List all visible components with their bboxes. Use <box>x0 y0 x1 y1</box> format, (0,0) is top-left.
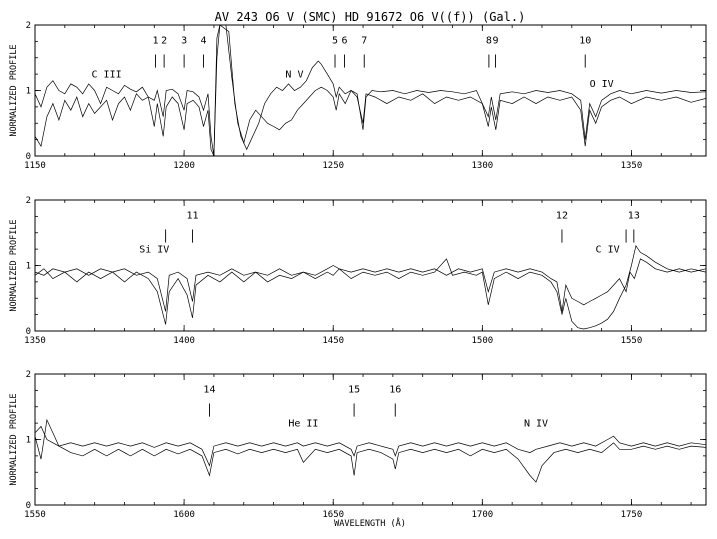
y-tick-label: 2 <box>26 21 31 31</box>
x-tick-label: 1250 <box>322 161 344 171</box>
ion-annotation: C III <box>92 69 122 80</box>
x-tick-label: 1650 <box>322 510 344 520</box>
x-tick-label: 1350 <box>621 161 643 171</box>
plot-frame <box>34 199 707 332</box>
y-tick-label: 0 <box>26 501 31 511</box>
spectrum-series-2 <box>35 244 706 330</box>
line-marker-label: 8 <box>486 35 492 46</box>
y-tick-label: 1 <box>26 87 31 97</box>
x-tick-label: 1400 <box>173 336 195 346</box>
line-marker-label: 9 <box>492 35 498 46</box>
x-tick-label: 1300 <box>471 161 493 171</box>
x-tick-label: 1450 <box>322 336 344 346</box>
spectrum-series-2 <box>35 25 706 156</box>
y-axis-label: NORMALIZED PROFILE <box>9 44 19 136</box>
ion-annotation: Si IV <box>139 244 169 255</box>
panel-1: NORMALIZED PROFILE 1150 1200 1250 1300 1350 0 1… <box>9 21 707 171</box>
y-tick-label: 2 <box>26 370 31 380</box>
ion-annotation: N IV <box>524 418 548 429</box>
line-marker-label: 16 <box>389 384 401 395</box>
line-marker-label: 6 <box>342 35 348 46</box>
x-tick-label: 1500 <box>471 336 493 346</box>
y-tick-label: 1 <box>26 436 31 446</box>
plot-frame <box>34 373 707 506</box>
ion-annotation: N V <box>285 69 303 80</box>
y-axis-label: NORMALIZED PROFILE <box>9 219 19 311</box>
panel-2: NORMALIZED PROFILE 1350 1400 1450 1500 1550 0 1… <box>9 196 707 346</box>
line-marker-label: 13 <box>628 210 640 221</box>
line-marker-label: 3 <box>181 35 187 46</box>
line-marker-label: 5 <box>332 35 338 46</box>
ion-annotation: He II <box>288 418 318 429</box>
x-tick-label: 1700 <box>471 510 493 520</box>
line-marker-label: 14 <box>203 384 215 395</box>
spectrum-series-2 <box>35 418 706 483</box>
line-marker-label: 15 <box>348 384 360 395</box>
y-tick-label: 1 <box>26 262 31 272</box>
y-tick-label: 0 <box>26 327 31 337</box>
y-tick-label: 2 <box>26 196 31 206</box>
line-marker-label: 4 <box>200 35 206 46</box>
line-marker-label: 10 <box>579 35 591 46</box>
ion-annotation: C IV <box>596 244 620 255</box>
line-marker-label: 1 <box>152 35 158 46</box>
line-marker-label: 11 <box>186 210 198 221</box>
x-tick-label: 1550 <box>621 336 643 346</box>
spectrum-series-1 <box>35 425 706 467</box>
figure-title: AV 243 O6 V (SMC) HD 91672 O6 V((f)) (Ga… <box>215 10 526 24</box>
x-tick-label: 1350 <box>24 336 46 346</box>
y-tick-label: 0 <box>26 152 31 162</box>
ion-annotation: O IV <box>590 79 614 90</box>
y-axis-label: NORMALIZED PROFILE <box>9 393 19 485</box>
x-tick-label: 1150 <box>24 161 46 171</box>
x-tick-label: 1600 <box>173 510 195 520</box>
x-tick-label: 1200 <box>173 161 195 171</box>
spectrum-series-1 <box>35 25 706 156</box>
x-tick-label: 1750 <box>621 510 643 520</box>
x-tick-label: 1550 <box>24 510 46 520</box>
spectrum-series-1 <box>35 258 706 312</box>
line-marker-label: 7 <box>361 35 367 46</box>
plot-frame <box>34 24 707 157</box>
panel-3: NORMALIZED PROFILE 1550 1600 1650 1700 1750 0 1… <box>9 370 707 520</box>
line-marker-label: 2 <box>161 35 167 46</box>
x-axis-label: WAVELENGTH (Å) <box>334 517 406 529</box>
line-marker-label: 12 <box>556 210 568 221</box>
